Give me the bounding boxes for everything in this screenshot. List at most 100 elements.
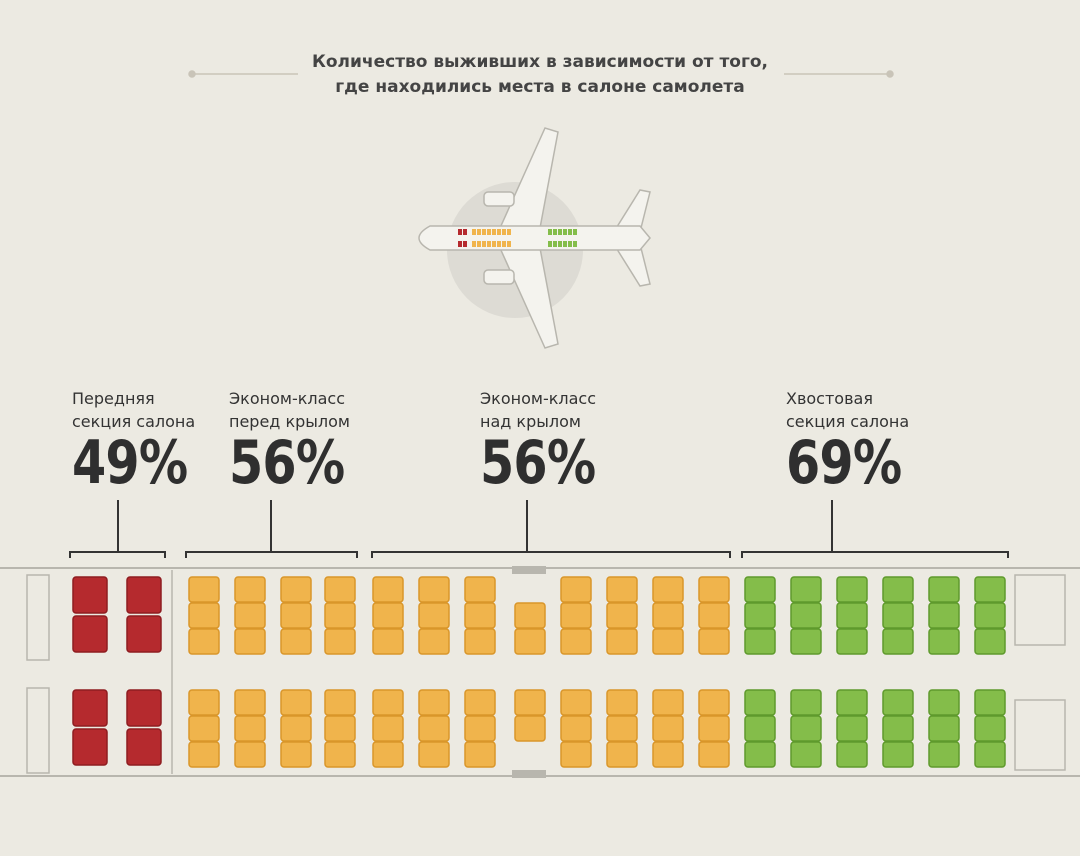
seat bbox=[882, 741, 914, 768]
seat bbox=[928, 576, 960, 603]
seat bbox=[928, 715, 960, 742]
seat bbox=[514, 689, 546, 716]
seat bbox=[126, 728, 162, 766]
title-line: где находились места в салоне самолета bbox=[335, 77, 745, 97]
seat bbox=[882, 689, 914, 716]
mini-seat bbox=[492, 241, 496, 247]
mini-seat bbox=[548, 229, 552, 235]
seat bbox=[836, 628, 868, 655]
seat bbox=[188, 576, 220, 603]
seat bbox=[606, 689, 638, 716]
mini-seat bbox=[472, 229, 476, 235]
seat bbox=[464, 689, 496, 716]
seat bbox=[606, 741, 638, 768]
mini-seat bbox=[563, 229, 567, 235]
seat bbox=[928, 689, 960, 716]
seat bbox=[324, 576, 356, 603]
mini-seat bbox=[477, 229, 481, 235]
mini-seat bbox=[507, 229, 511, 235]
seat bbox=[882, 628, 914, 655]
seat bbox=[234, 602, 266, 629]
title-line: Количество выживших в зависимости от тог… bbox=[311, 52, 768, 72]
section-label: Эконом-класс bbox=[480, 389, 597, 408]
seat bbox=[744, 628, 776, 655]
seat bbox=[234, 741, 266, 768]
seat bbox=[72, 615, 108, 653]
seat bbox=[464, 576, 496, 603]
seat bbox=[606, 602, 638, 629]
seat bbox=[836, 602, 868, 629]
seat bbox=[372, 576, 404, 603]
section-percent: 69% bbox=[786, 428, 902, 498]
seat bbox=[790, 576, 822, 603]
seat bbox=[372, 741, 404, 768]
mini-seat bbox=[472, 241, 476, 247]
seat bbox=[418, 628, 450, 655]
seat bbox=[974, 689, 1006, 716]
seat bbox=[836, 741, 868, 768]
mini-seat bbox=[502, 229, 506, 235]
seat bbox=[790, 628, 822, 655]
seat bbox=[372, 628, 404, 655]
seat bbox=[418, 715, 450, 742]
seat bbox=[606, 576, 638, 603]
mini-seat bbox=[497, 229, 501, 235]
section-label: над крылом bbox=[480, 412, 581, 431]
seat bbox=[606, 628, 638, 655]
section-label: секция салона bbox=[786, 412, 910, 431]
seat bbox=[280, 602, 312, 629]
mini-seat bbox=[573, 241, 577, 247]
seat bbox=[234, 576, 266, 603]
seat bbox=[652, 602, 684, 629]
mini-seat bbox=[553, 229, 557, 235]
mini-seat bbox=[502, 241, 506, 247]
seat bbox=[928, 741, 960, 768]
plane-icon bbox=[418, 127, 651, 349]
seat bbox=[698, 741, 730, 768]
seat bbox=[652, 741, 684, 768]
seat bbox=[188, 689, 220, 716]
seat bbox=[790, 741, 822, 768]
seat bbox=[652, 628, 684, 655]
seat bbox=[126, 576, 162, 614]
seat bbox=[560, 715, 592, 742]
mini-seat bbox=[463, 229, 467, 235]
seat bbox=[418, 689, 450, 716]
seat bbox=[188, 741, 220, 768]
seat bbox=[836, 689, 868, 716]
seat bbox=[418, 741, 450, 768]
seat bbox=[372, 715, 404, 742]
seat bbox=[698, 689, 730, 716]
section-percent: 49% bbox=[72, 428, 188, 498]
seat bbox=[790, 715, 822, 742]
seat bbox=[464, 715, 496, 742]
seat bbox=[744, 689, 776, 716]
mini-seat bbox=[563, 241, 567, 247]
mini-seat bbox=[568, 229, 572, 235]
seat bbox=[790, 602, 822, 629]
seat bbox=[372, 602, 404, 629]
seat bbox=[234, 628, 266, 655]
section-label: перед крылом bbox=[229, 412, 350, 431]
seat bbox=[72, 728, 108, 766]
mini-seat bbox=[458, 241, 462, 247]
seat bbox=[464, 602, 496, 629]
seat bbox=[744, 602, 776, 629]
mini-seat bbox=[482, 229, 486, 235]
mini-seat bbox=[463, 241, 467, 247]
seat bbox=[836, 715, 868, 742]
mini-seat bbox=[482, 241, 486, 247]
seat bbox=[418, 576, 450, 603]
seat bbox=[324, 689, 356, 716]
section-label: Эконом-класс bbox=[229, 389, 346, 408]
mini-seat bbox=[492, 229, 496, 235]
plane-seats bbox=[458, 229, 577, 247]
mini-seat bbox=[558, 241, 562, 247]
seat bbox=[560, 602, 592, 629]
seat bbox=[974, 628, 1006, 655]
cabin bbox=[0, 566, 1080, 778]
mini-seat bbox=[487, 229, 491, 235]
